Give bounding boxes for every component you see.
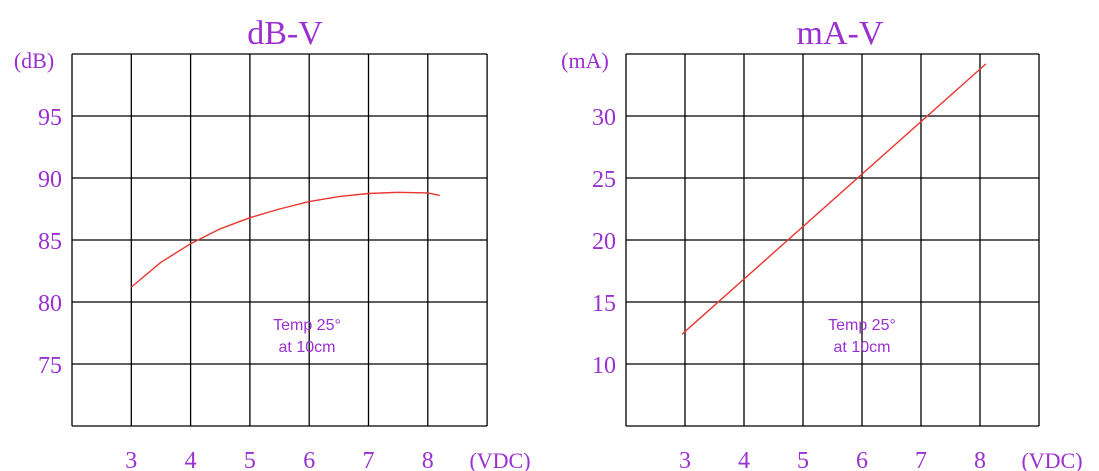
db-y-tick-label: 75: [38, 353, 62, 379]
db-y-tick-label: 80: [38, 291, 62, 317]
db-x-tick-label: 7: [363, 448, 375, 471]
ma-x-tick-label: 8: [974, 448, 986, 471]
db-chart-title: dB-V: [247, 15, 323, 52]
ma-y-tick-label: 15: [592, 291, 616, 317]
ma-annotation-line: Temp 25°: [828, 317, 896, 334]
db-x-tick-label: 5: [244, 448, 256, 471]
ma-y-tick-label: 30: [592, 105, 616, 131]
ma-y-tick-label: 10: [592, 353, 616, 379]
db-x-tick-label: 6: [303, 448, 315, 471]
db-annotation-line: Temp 25°: [273, 317, 341, 334]
ma-x-tick-label: 7: [915, 448, 927, 471]
db-y-tick-label: 85: [38, 229, 62, 255]
ma-x-tick-label: 6: [856, 448, 868, 471]
ma-y-unit-label: (mA): [561, 48, 609, 73]
ma-x-tick-label: 3: [679, 448, 691, 471]
ma-x-unit-label: (VDC): [1021, 448, 1082, 471]
db-x-unit-label: (VDC): [469, 448, 530, 471]
db-x-tick-label: 3: [125, 448, 137, 471]
ma-y-tick-label: 25: [592, 167, 616, 193]
ma-series-line: [681, 63, 987, 335]
ma-annotation-line: at 10cm: [834, 339, 891, 356]
db-x-tick-label: 8: [422, 448, 434, 471]
db-annotation-line: at 10cm: [279, 339, 336, 356]
db-y-unit-label: (dB): [14, 48, 54, 73]
ma-x-tick-label: 5: [797, 448, 809, 471]
ma-x-tick-label: 4: [738, 448, 750, 471]
db-series-line: [130, 191, 440, 288]
ma-y-tick-label: 20: [592, 229, 616, 255]
db-y-tick-label: 90: [38, 167, 62, 193]
ma-chart-title: mA-V: [797, 15, 884, 52]
db-x-tick-label: 4: [185, 448, 197, 471]
db-y-tick-label: 95: [38, 105, 62, 131]
